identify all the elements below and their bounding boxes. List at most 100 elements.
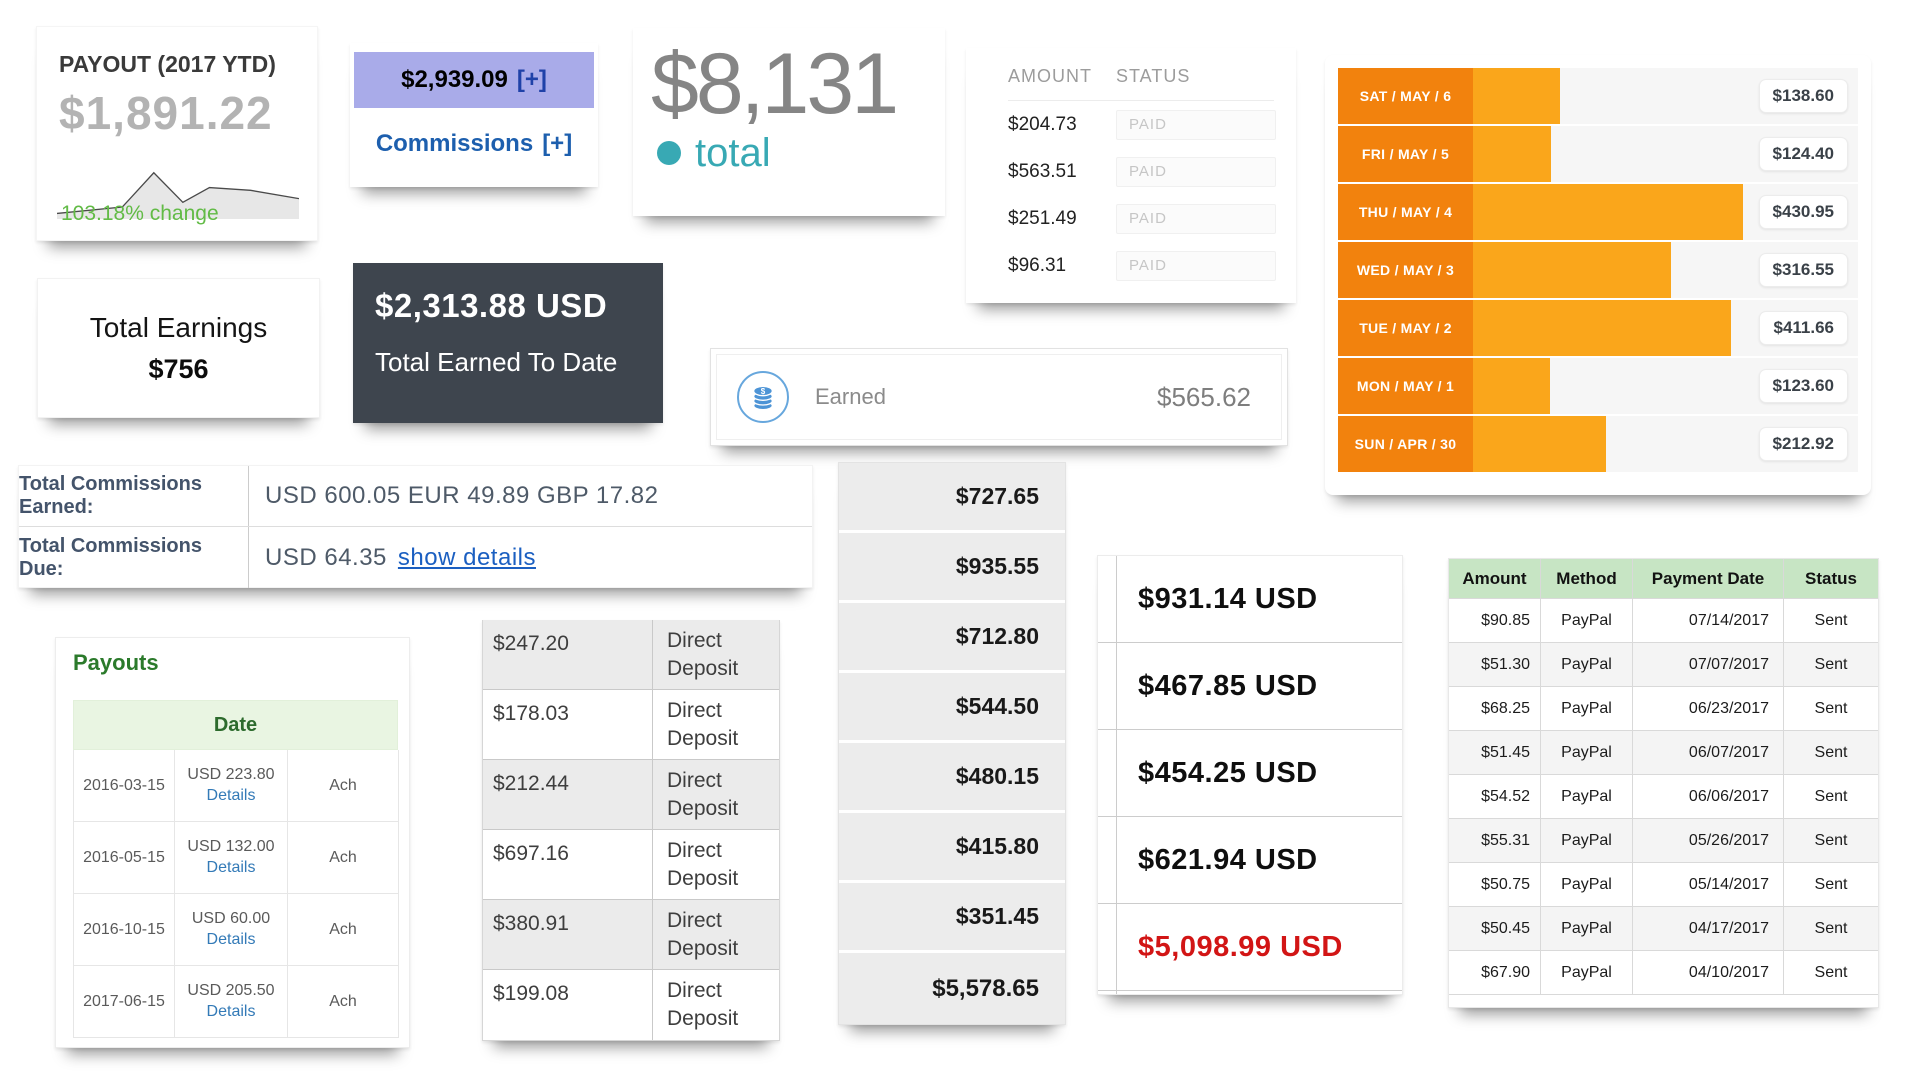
bar-track: $138.60 [1473, 68, 1858, 124]
payment-amount: $50.75 [1449, 863, 1541, 907]
amount-rows: $727.65 $935.55 $712.80 $544.50 $480.15 $415.… [839, 463, 1065, 1025]
payment-amount: $50.45 [1449, 907, 1541, 951]
deposit-amount: $199.08 [493, 982, 569, 1005]
grand-total-card: $8,131 total [633, 28, 945, 216]
bar-track: $123.60 [1473, 358, 1858, 414]
bar-row: SUN / APR / 30 $212.92 [1338, 416, 1858, 472]
date-column-header: Date [73, 700, 398, 750]
details-link[interactable]: Details [206, 931, 256, 948]
grand-total-amount: $8,131 [651, 36, 899, 132]
table-row: $251.49 PAID [1008, 195, 1276, 242]
paypal-payments-table-card: Amount Method Payment Date Status $90.85 Pay… [1448, 558, 1879, 1008]
commissions-due-row: Total Commissions Due: USD 64.35 show de… [19, 527, 812, 588]
status-badge: PAID [1116, 156, 1276, 187]
payment-date: 04/10/2017 [1633, 951, 1784, 995]
list-item-amount: $351.45 [839, 883, 1065, 953]
paypal-table-header: Amount Method Payment Date Status [1449, 559, 1878, 599]
payout-method-cell: Ach [288, 822, 399, 894]
bar-track: $124.40 [1473, 126, 1858, 182]
list-item-amount: $727.65 [839, 463, 1065, 533]
bar-category-label: TUE / MAY / 2 [1338, 300, 1473, 356]
payouts-title: Payouts [73, 650, 159, 675]
paid-rows: $204.73 PAID $563.51 PAID $251.49 PAID $96.31 P… [1008, 101, 1276, 289]
details-link[interactable]: Details [206, 1003, 256, 1020]
payment-status: Sent [1784, 863, 1878, 907]
payout-amount-cell: USD 223.80 Details [175, 750, 288, 822]
column-divider [1116, 556, 1117, 994]
commissions-amount-band[interactable]: $2,939.09 [+] [354, 52, 594, 108]
deposit-amount: $697.16 [493, 842, 569, 865]
payment-status: Sent [1784, 731, 1878, 775]
deposit-amount: $212.44 [493, 772, 569, 795]
table-row: $247.20 Direct Deposit [483, 620, 779, 690]
payment-method: PayPal [1541, 643, 1633, 687]
show-details-link[interactable]: show details [397, 543, 536, 571]
bar-row: MON / MAY / 1 $123.60 [1338, 358, 1858, 414]
payout-sparkline-chart [57, 145, 299, 219]
bar-value-label: $212.92 [1758, 427, 1848, 461]
payout-amount-cell: USD 132.00 Details [175, 822, 288, 894]
payout-amount: USD 60.00 [191, 910, 271, 927]
payment-date: 07/14/2017 [1633, 599, 1784, 643]
payment-method: PayPal [1541, 687, 1633, 731]
payment-date: 05/14/2017 [1633, 863, 1784, 907]
bar-row: WED / MAY / 3 $316.55 [1338, 242, 1858, 298]
column-header-amount: AMOUNT [1008, 66, 1092, 86]
earned-summary-card: $ Earned $565.62 [710, 348, 1288, 446]
expand-plus-icon[interactable]: [+] [542, 130, 573, 157]
payout-method-cell: Ach [288, 750, 399, 822]
deposit-method: Direct Deposit [652, 760, 779, 829]
usd-amount-row: $454.25 USD [1098, 730, 1402, 817]
paid-amount: $563.51 [1008, 160, 1077, 182]
bar [1473, 358, 1551, 414]
bar-category-label: WED / MAY / 3 [1338, 242, 1473, 298]
payout-amount-cell: USD 60.00 Details [175, 894, 288, 966]
bar [1473, 416, 1607, 472]
payment-date: 06/06/2017 [1633, 775, 1784, 819]
payment-date: 04/17/2017 [1633, 907, 1784, 951]
deposit-amount: $380.91 [493, 912, 569, 935]
total-earned-label: Total Earned To Date [375, 347, 618, 377]
payment-status: Sent [1784, 907, 1878, 951]
list-total-amount: $5,578.65 [932, 975, 1039, 1002]
paid-amount: $251.49 [1008, 207, 1077, 229]
table-row: $96.31 PAID [1008, 242, 1276, 289]
bar-track: $411.66 [1473, 300, 1858, 356]
paid-amount: $96.31 [1008, 254, 1067, 276]
commissions-label: Commissions [375, 130, 534, 157]
table-row: $199.08 Direct Deposit [483, 970, 779, 1040]
details-link[interactable]: Details [206, 859, 256, 876]
column-header-payment-date: Payment Date [1633, 559, 1784, 599]
deposit-method: Direct Deposit [652, 690, 779, 759]
column-header-status: Status [1784, 559, 1878, 599]
payment-method: PayPal [1541, 907, 1633, 951]
bar [1473, 300, 1731, 356]
payment-amount: $51.45 [1449, 731, 1541, 775]
payment-method: PayPal [1541, 819, 1633, 863]
total-dot-icon [657, 141, 681, 166]
payout-ytd-card: PAYOUT (2017 YTD) $1,891.22 103.18% chan… [36, 26, 318, 241]
bar [1473, 126, 1551, 182]
bar [1473, 68, 1560, 124]
commissions-earned-value: USD 600.05 EUR 49.89 GBP 17.82 [248, 466, 812, 526]
payment-status: Sent [1784, 687, 1878, 731]
list-item-amount: $415.80 [839, 813, 1065, 883]
total-label: total [695, 130, 771, 175]
payment-status: Sent [1784, 951, 1878, 995]
sparkline-line [57, 173, 299, 214]
table-row: $697.16 Direct Deposit [483, 830, 779, 900]
status-badge: PAID [1116, 250, 1276, 281]
commissions-summary-card: Total Commissions Earned: USD 600.05 EUR… [18, 465, 813, 588]
bar-value-label: $316.55 [1758, 253, 1848, 287]
daily-earnings-bar-chart: SAT / MAY / 6 $138.60 FRI / MAY / 5 $124.40… [1325, 55, 1871, 495]
total-earned-amount: $2,313.88 USD [375, 287, 608, 324]
deposit-method: Direct Deposit [652, 830, 779, 899]
payment-amount: $55.31 [1449, 819, 1541, 863]
details-link[interactable]: Details [206, 787, 256, 804]
earned-label: Earned [815, 384, 886, 409]
list-item-amount: $544.50 [839, 673, 1065, 743]
payout-amount: USD 205.50 [187, 982, 275, 999]
paid-status-table-card: AMOUNT STATUS $204.73 PAID $563.51 PAID $251… [966, 48, 1296, 303]
expand-plus-icon[interactable]: [+] [516, 66, 547, 93]
payment-date: 07/07/2017 [1633, 643, 1784, 687]
